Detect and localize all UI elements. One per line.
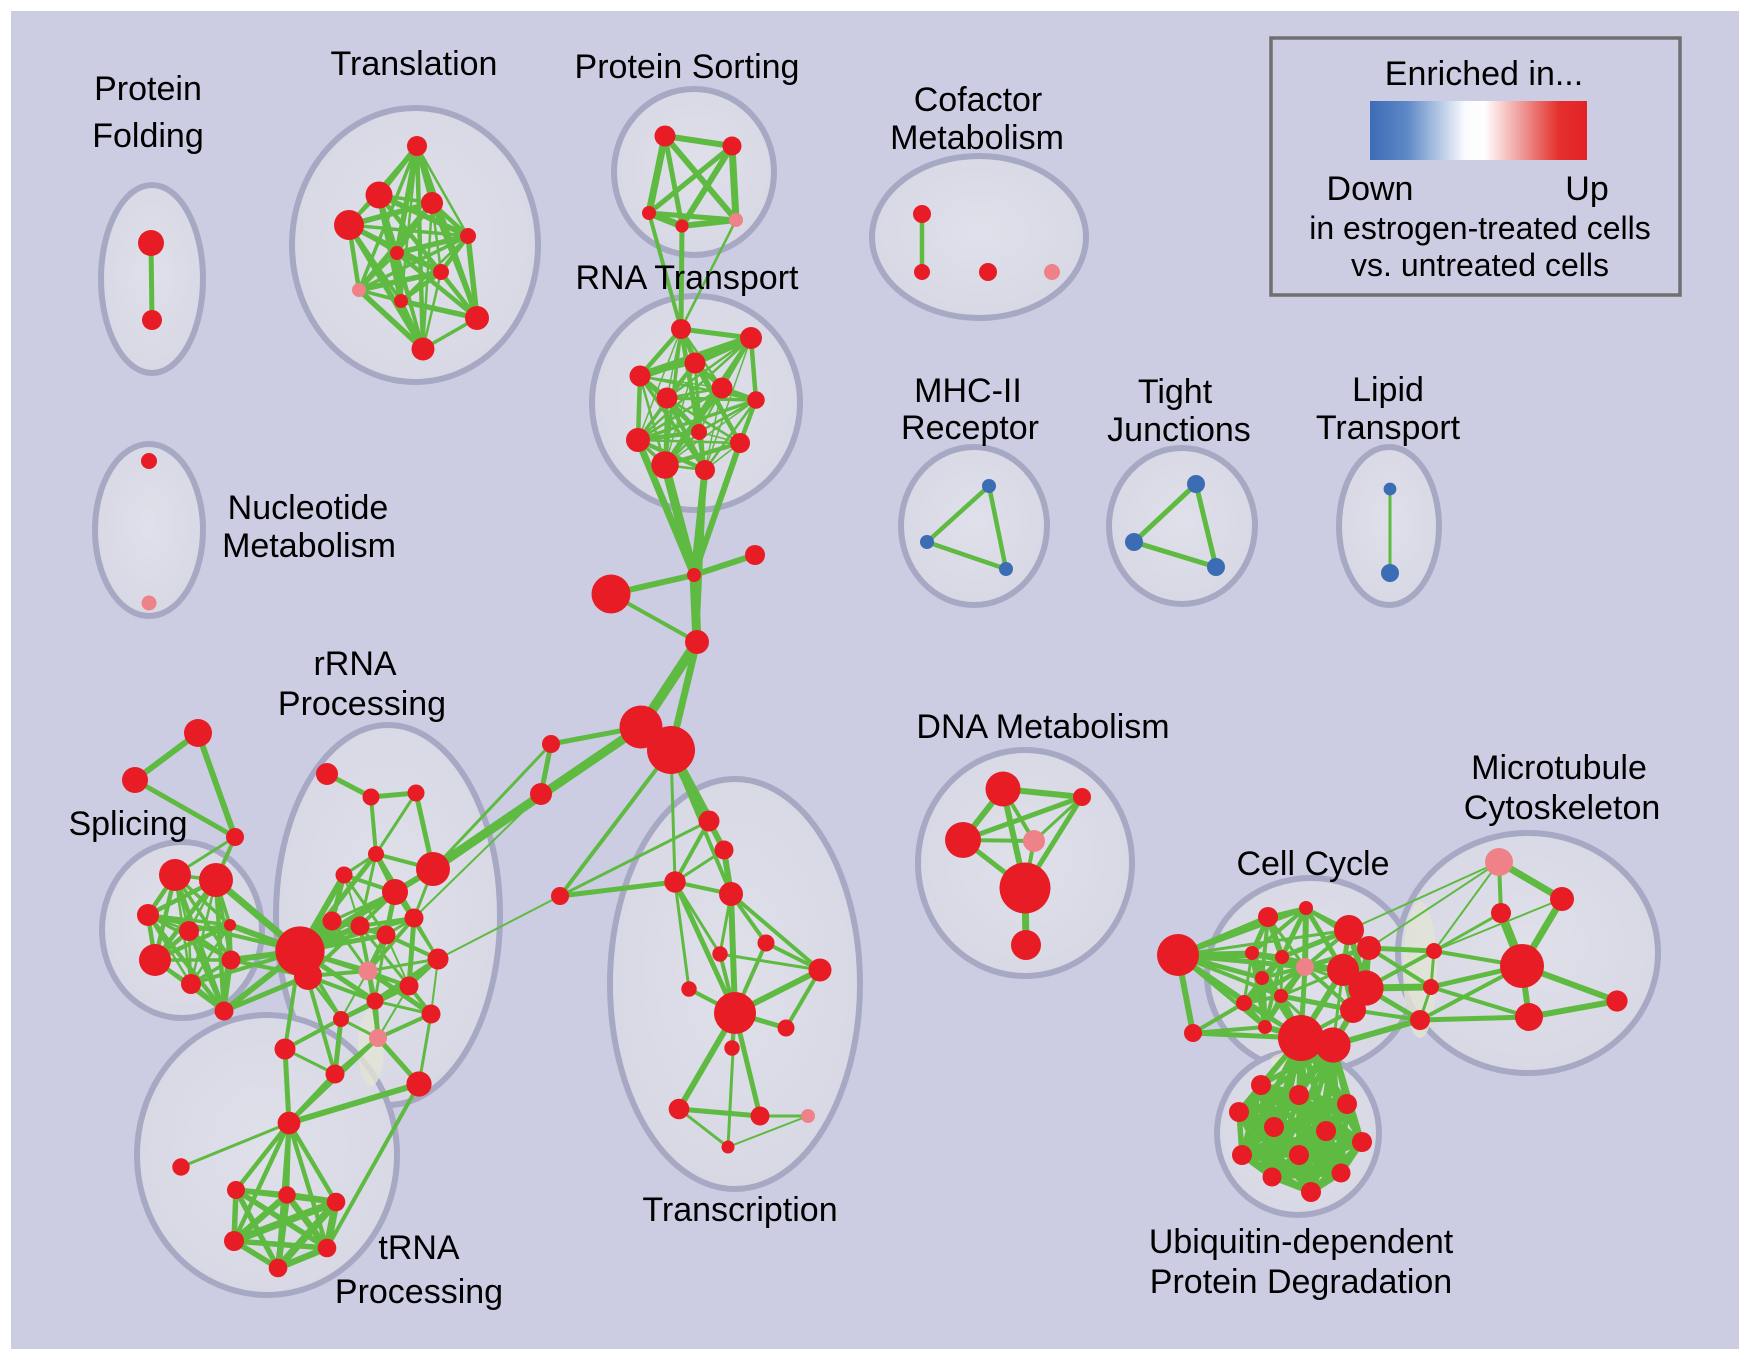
svg-text:Metabolism: Metabolism bbox=[890, 119, 1064, 157]
svg-text:Enriched in...: Enriched in... bbox=[1385, 55, 1583, 93]
svg-text:Transcription: Transcription bbox=[642, 1191, 837, 1229]
svg-text:Protein Degradation: Protein Degradation bbox=[1150, 1263, 1452, 1301]
svg-text:Metabolism: Metabolism bbox=[222, 527, 396, 565]
svg-text:DNA Metabolism: DNA Metabolism bbox=[916, 708, 1169, 746]
svg-text:Lipid: Lipid bbox=[1352, 371, 1424, 409]
svg-text:tRNA: tRNA bbox=[378, 1229, 460, 1267]
svg-text:Up: Up bbox=[1565, 170, 1608, 208]
svg-text:Splicing: Splicing bbox=[68, 805, 187, 843]
svg-text:Junctions: Junctions bbox=[1107, 411, 1251, 449]
svg-text:Ubiquitin-dependent: Ubiquitin-dependent bbox=[1149, 1223, 1454, 1261]
svg-text:Microtubule: Microtubule bbox=[1471, 749, 1647, 787]
svg-text:Receptor: Receptor bbox=[901, 409, 1039, 447]
svg-text:Cytoskeleton: Cytoskeleton bbox=[1464, 789, 1661, 827]
svg-text:Protein: Protein bbox=[94, 70, 202, 108]
svg-text:vs. untreated cells: vs. untreated cells bbox=[1351, 247, 1609, 283]
svg-text:Down: Down bbox=[1327, 170, 1414, 208]
svg-text:Folding: Folding bbox=[92, 117, 204, 155]
svg-text:Tight: Tight bbox=[1138, 373, 1213, 411]
svg-text:MHC-II: MHC-II bbox=[914, 372, 1022, 410]
svg-text:Cell Cycle: Cell Cycle bbox=[1236, 845, 1389, 883]
svg-text:RNA Transport: RNA Transport bbox=[576, 259, 800, 297]
svg-text:Cofactor: Cofactor bbox=[914, 81, 1043, 119]
svg-text:Processing: Processing bbox=[335, 1273, 503, 1311]
svg-text:in estrogen-treated cells: in estrogen-treated cells bbox=[1309, 210, 1651, 246]
svg-text:Transport: Transport bbox=[1316, 409, 1461, 447]
svg-text:Nucleotide: Nucleotide bbox=[228, 489, 389, 527]
svg-text:Processing: Processing bbox=[278, 685, 446, 723]
svg-text:rRNA: rRNA bbox=[313, 645, 396, 683]
svg-text:Protein Sorting: Protein Sorting bbox=[575, 48, 800, 86]
svg-text:Translation: Translation bbox=[331, 45, 498, 83]
